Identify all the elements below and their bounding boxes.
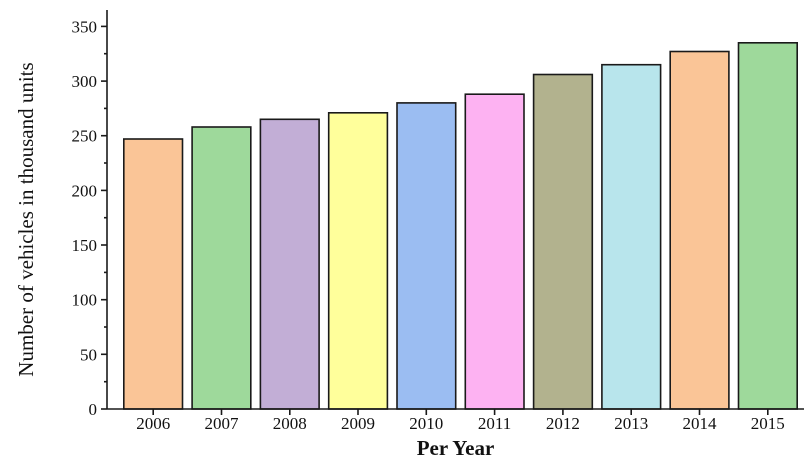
- x-tick-label-2007: 2007: [205, 414, 240, 433]
- x-tick-label-2006: 2006: [136, 414, 170, 433]
- bar-2006: [123, 138, 184, 410]
- x-tick-label-2009: 2009: [341, 414, 375, 433]
- x-tick-label-2015: 2015: [751, 414, 785, 433]
- y-tick-label-0: 0: [89, 400, 98, 419]
- bar-2010: [396, 102, 457, 410]
- bar-2013: [601, 63, 662, 410]
- bar-2014: [669, 50, 730, 410]
- y-tick-label-350: 350: [72, 17, 98, 36]
- x-tick-label-2014: 2014: [683, 414, 718, 433]
- x-tick-label-2008: 2008: [273, 414, 307, 433]
- y-tick-label-200: 200: [72, 181, 98, 200]
- bar-2012: [532, 73, 594, 410]
- bar-2007: [191, 126, 252, 410]
- x-tick-label-2011: 2011: [478, 414, 511, 433]
- bar-2015: [737, 41, 799, 410]
- y-tick-label-150: 150: [72, 236, 98, 255]
- bar-2008: [259, 118, 320, 410]
- x-axis-ticks: 2006 2007 2008 2009 2010 2011 2012 2013 2014 2015: [136, 409, 785, 433]
- y-tick-label-50: 50: [80, 345, 97, 364]
- y-tick-label-300: 300: [72, 72, 98, 91]
- y-tick-label-250: 250: [72, 127, 98, 146]
- bar-2011: [464, 93, 525, 410]
- bars-group: [123, 41, 799, 410]
- x-tick-label-2013: 2013: [614, 414, 648, 433]
- x-tick-label-2012: 2012: [546, 414, 580, 433]
- y-axis-title: Number of vehicles in thousand units: [14, 62, 38, 376]
- y-axis-ticks: 0 50 100 150 200 250 300 350: [72, 17, 107, 419]
- y-tick-label-100: 100: [72, 291, 98, 310]
- x-tick-label-2010: 2010: [409, 414, 443, 433]
- x-axis-title: Per Year: [417, 436, 495, 460]
- bar-2009: [327, 112, 389, 410]
